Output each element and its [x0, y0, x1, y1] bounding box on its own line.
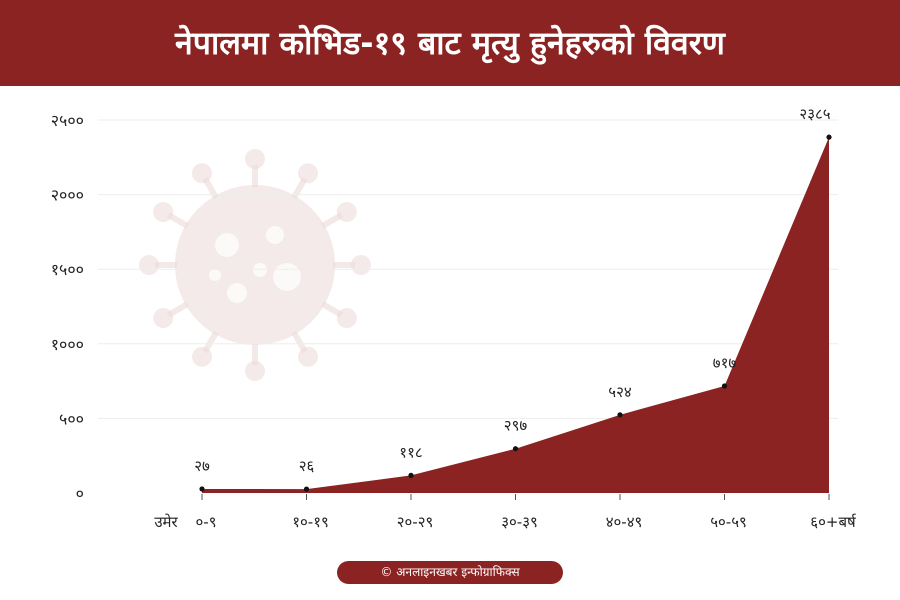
x-tick-label: ३०-३९ [501, 513, 538, 531]
area-series [202, 137, 829, 493]
x-tick-label: १०-१९ [292, 513, 329, 531]
virus-spike-tip [351, 255, 371, 275]
data-point [721, 383, 728, 389]
data-label: २७ [194, 457, 210, 475]
y-tick-label: २५०० [51, 111, 84, 130]
data-point [303, 486, 310, 492]
virus-spike-tip [336, 202, 357, 222]
data-label: २९७ [504, 417, 528, 435]
virus-watermark [139, 149, 371, 381]
data-point [512, 446, 519, 452]
virus-spike-tip [298, 163, 318, 184]
data-point [199, 486, 205, 492]
virus-spot [273, 263, 301, 291]
data-point [408, 472, 414, 478]
chart-title: नेपालमा कोभिड-१९ बाट मृत्यु हुनेहरुको वि… [175, 24, 725, 62]
virus-spike-tip [192, 346, 212, 367]
area-fill [202, 137, 829, 493]
virus-spike-tip [245, 149, 265, 169]
virus-spike-tip [298, 346, 318, 367]
data-label: २३८५ [799, 105, 830, 123]
x-tick-label: ६०+बर्ष [810, 513, 856, 531]
title-banner: नेपालमा कोभिड-१९ बाट मृत्यु हुनेहरुको वि… [0, 0, 900, 86]
x-tick-label: २०-२९ [397, 513, 434, 531]
data-label: ५२४ [608, 383, 632, 401]
virus-spike-tip [153, 308, 174, 328]
virus-spike-tip [139, 255, 159, 275]
virus-spike-tip [245, 361, 265, 381]
virus-spot [227, 283, 247, 303]
y-tick-label: ५०० [59, 409, 84, 428]
gridlines [98, 119, 838, 419]
virus-spike-tip [153, 202, 174, 222]
data-labels: २७ २६ ११८ २९७ ५२४ ७१७ २३८५ [194, 105, 831, 475]
x-axis-ticks: ०-९ १०-१९ २०-२९ ३०-३९ ४०-४९ ५०-५९ ६०+बर्ष उमेर [154, 494, 857, 531]
virus-spot [209, 269, 221, 281]
data-point [617, 412, 623, 418]
area-chart: ० ५०० १००० १५०० २००० २५०० ०-९ १०-१९ २०-२९ ३०-३९ ४… [51, 105, 857, 531]
virus-spike-tip [336, 308, 357, 328]
virus-spot [266, 226, 284, 244]
x-tick-label: ४०-४९ [606, 513, 643, 531]
x-axis-prefix: उमेर [154, 513, 178, 531]
virus-spot [215, 233, 239, 257]
data-label: २६ [299, 457, 315, 475]
data-label: ७१७ [713, 354, 737, 372]
y-tick-label: १००० [51, 335, 84, 354]
x-tick-label: ०-९ [195, 513, 216, 531]
y-tick-label: २००० [51, 186, 84, 205]
x-tick-label: ५०-५९ [710, 513, 747, 531]
y-axis-ticks: ० ५०० १००० १५०० २००० २५०० [51, 111, 84, 503]
y-tick-label: १५०० [51, 260, 84, 279]
credit-badge: © अनलाइनखबर इन्फोग्राफिक्स [337, 561, 563, 584]
data-label: ११८ [399, 443, 422, 461]
y-tick-label: ० [76, 484, 84, 503]
data-points [199, 134, 832, 492]
data-point [826, 134, 832, 140]
virus-spike-tip [192, 163, 212, 184]
virus-body [175, 185, 335, 345]
virus-spot [253, 263, 267, 277]
